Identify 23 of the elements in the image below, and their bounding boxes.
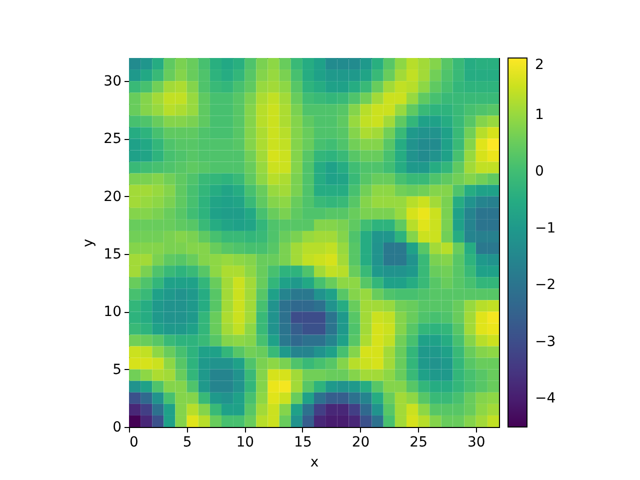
x-tick-label: 30 (467, 434, 486, 450)
x-tick-label: 15 (294, 434, 312, 450)
y-tick-label: 30 (104, 74, 122, 90)
y-axis-title: y (80, 238, 97, 248)
color-bar-label: −3 (535, 334, 556, 350)
x-tick-label: 5 (182, 434, 192, 450)
y-tick-label: 15 (104, 246, 122, 263)
x-tick-label: 10 (236, 434, 254, 450)
y-tick-label: 0 (112, 420, 122, 436)
color-bar-label: −1 (535, 220, 556, 236)
color-bar-label: 0 (535, 164, 544, 180)
x-axis-title: x (310, 454, 319, 470)
color-bar-label: 1 (535, 106, 544, 123)
y-tick-label: 10 (104, 304, 122, 320)
color-bar-label: −4 (535, 390, 556, 407)
color-bar-label: −2 (535, 277, 556, 294)
y-tick-label: 5 (112, 362, 122, 378)
x-tick-label: 0 (130, 434, 138, 450)
y-tick-label: 20 (104, 188, 122, 205)
x-tick-label: 25 (410, 434, 428, 450)
x-tick-label: 20 (352, 434, 370, 450)
color-bar-label: 2 (535, 57, 544, 73)
y-tick-label: 25 (104, 131, 122, 148)
